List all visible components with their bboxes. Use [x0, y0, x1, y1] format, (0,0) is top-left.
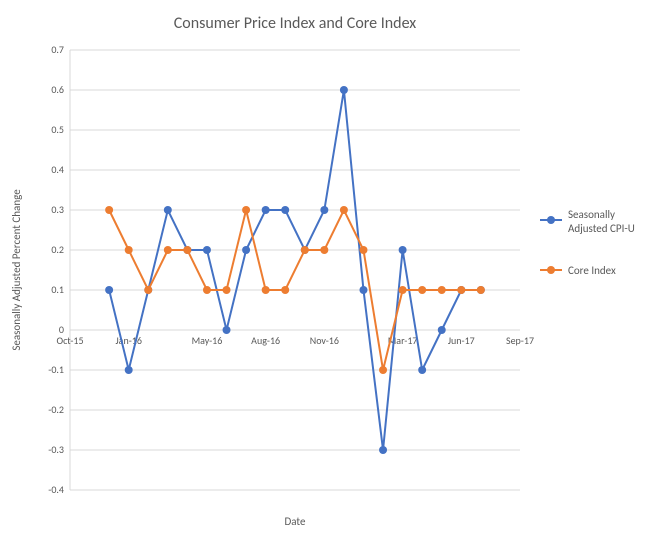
x-tick-label: May-16: [192, 334, 223, 347]
series-marker-1: [242, 206, 250, 214]
legend-label-0-b: Adjusted CPI-U: [568, 222, 635, 235]
legend-marker-0: [547, 216, 555, 224]
x-tick-label: Jun-17: [448, 334, 475, 347]
y-axis-label: Seasonally Adjusted Percent Change: [10, 189, 23, 351]
y-tick-label: 0.2: [51, 243, 64, 256]
series-marker-1: [457, 286, 465, 294]
chart-title: Consumer Price Index and Core Index: [174, 14, 417, 33]
series-marker-0: [125, 366, 133, 374]
series-marker-0: [262, 206, 270, 214]
series-marker-1: [320, 246, 328, 254]
x-tick-label: Sep-17: [506, 334, 534, 347]
y-tick-label: 0.3: [51, 203, 64, 216]
series-marker-1: [438, 286, 446, 294]
series-marker-1: [203, 286, 211, 294]
series-marker-1: [477, 286, 485, 294]
series-marker-0: [379, 446, 387, 454]
series-marker-1: [223, 286, 231, 294]
series-marker-1: [183, 246, 191, 254]
series-marker-0: [438, 326, 446, 334]
legend-label-1: Core Index: [568, 264, 616, 277]
x-tick-label: Nov-16: [310, 334, 339, 347]
series-marker-0: [359, 286, 367, 294]
series-marker-1: [399, 286, 407, 294]
series-marker-0: [223, 326, 231, 334]
legend-marker-1: [547, 266, 555, 274]
series-marker-1: [262, 286, 270, 294]
series-marker-1: [301, 246, 309, 254]
legend-label-0: Seasonally: [568, 208, 615, 221]
series-marker-1: [340, 206, 348, 214]
series-marker-0: [320, 206, 328, 214]
y-tick-label: 0.4: [51, 163, 64, 176]
series-marker-1: [379, 366, 387, 374]
series-marker-0: [281, 206, 289, 214]
chart-svg: Consumer Price Index and Core Index -0.4 -…: [0, 0, 661, 545]
y-tick-label: 0.7: [51, 43, 64, 56]
series-marker-1: [359, 246, 367, 254]
series-marker-0: [242, 246, 250, 254]
series-marker-0: [399, 246, 407, 254]
series-marker-0: [203, 246, 211, 254]
series-marker-1: [418, 286, 426, 294]
series-marker-1: [105, 206, 113, 214]
x-axis-label: Date: [285, 515, 307, 528]
y-tick-label: 0.5: [51, 123, 64, 136]
y-tick-label: -0.2: [48, 403, 64, 416]
y-tick-label: 0.6: [51, 83, 64, 96]
y-tick-label: 0.1: [51, 283, 64, 296]
chart-container: Consumer Price Index and Core Index -0.4 -…: [0, 0, 661, 545]
y-tick-label: -0.3: [48, 443, 64, 456]
series-marker-1: [164, 246, 172, 254]
series-marker-0: [164, 206, 172, 214]
series-marker-1: [281, 286, 289, 294]
series-marker-0: [418, 366, 426, 374]
series-marker-0: [105, 286, 113, 294]
y-tick-label: -0.4: [48, 483, 64, 496]
series-marker-1: [144, 286, 152, 294]
x-tick-label: Aug-16: [251, 334, 280, 347]
series-marker-1: [125, 246, 133, 254]
y-tick-label: -0.1: [48, 363, 64, 376]
series-marker-0: [340, 86, 348, 94]
x-tick-label: Oct-15: [56, 334, 83, 347]
